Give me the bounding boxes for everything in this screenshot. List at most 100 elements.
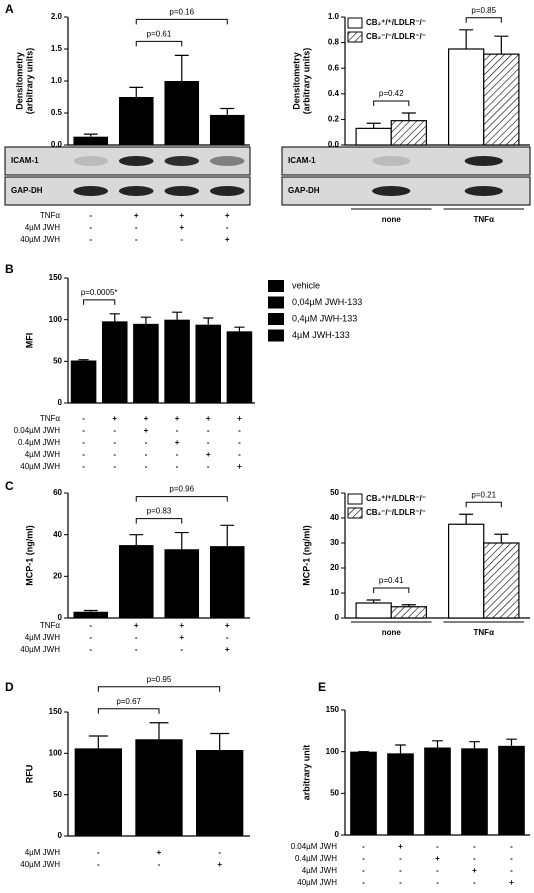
error-bar xyxy=(210,732,230,751)
condition-label: 4µM JWH xyxy=(25,633,60,642)
condition-sign: - xyxy=(89,621,92,630)
bar xyxy=(164,81,200,145)
condition-sign: - xyxy=(207,462,210,471)
legend-label: CB₂⁻/⁻/LDLR⁻/⁻ xyxy=(366,32,426,41)
condition-sign: - xyxy=(473,842,476,851)
condition-sign: - xyxy=(135,645,138,654)
condition-sign: - xyxy=(82,438,85,447)
error-bar xyxy=(149,722,169,740)
error-bar xyxy=(78,359,89,361)
condition-sign: + xyxy=(134,621,139,630)
annotation: p=0.16 xyxy=(169,8,194,17)
panel-letter: C xyxy=(5,479,14,493)
condition-sign: - xyxy=(113,426,116,435)
condition-sign: + xyxy=(237,462,242,471)
error-bar xyxy=(401,604,416,607)
legend-swatch xyxy=(347,31,363,43)
y-tick-label: 150 xyxy=(326,705,340,714)
condition-label: 0.04µM JWH xyxy=(291,842,338,851)
condition-sign: - xyxy=(145,450,148,459)
error-bar xyxy=(494,533,509,543)
x-tick-label: none xyxy=(382,215,402,224)
error-bar xyxy=(140,316,152,324)
legend-label: 0,4µM JWH-133 xyxy=(292,313,357,323)
condition-label: 0.04µM JWH xyxy=(14,426,61,435)
blot-label: ICAM-1 xyxy=(11,156,39,165)
y-axis-label: Densitometry xyxy=(291,52,301,110)
condition-sign: - xyxy=(89,211,92,220)
y-axis-label: MCP-1 (ng/ml) xyxy=(301,525,311,586)
y-axis-label: (arbitrary units) xyxy=(24,48,34,115)
condition-label: 40µM JWH xyxy=(297,878,337,887)
legend-swatch xyxy=(268,313,284,325)
condition-sign: - xyxy=(207,426,210,435)
condition-sign: - xyxy=(145,438,148,447)
condition-sign: + xyxy=(179,621,184,630)
y-tick-label: 150 xyxy=(49,707,63,716)
blot-band xyxy=(118,186,154,196)
y-tick-label: 50 xyxy=(53,356,62,365)
bar xyxy=(424,747,451,835)
bracket xyxy=(373,587,410,593)
bracket xyxy=(135,496,228,502)
bracket xyxy=(97,708,160,714)
condition-sign: - xyxy=(362,854,365,863)
annotation: p=0.96 xyxy=(169,485,194,494)
y-tick-label: 20 xyxy=(330,563,339,572)
condition-sign: - xyxy=(226,223,229,232)
y-tick-label: 0.5 xyxy=(51,108,63,117)
blot-label: ICAM-1 xyxy=(288,156,316,165)
error-bar xyxy=(506,738,517,746)
condition-sign: + xyxy=(179,633,184,642)
y-tick-label: 50 xyxy=(53,790,62,799)
error-bar xyxy=(174,54,189,81)
condition-sign: - xyxy=(362,878,365,887)
condition-sign: + xyxy=(144,426,149,435)
annotation: p=0.61 xyxy=(147,30,172,39)
error-bar xyxy=(129,86,144,97)
condition-sign: - xyxy=(82,426,85,435)
y-tick-label: 40 xyxy=(330,513,339,522)
condition-sign: - xyxy=(238,426,241,435)
bar xyxy=(387,753,414,835)
condition-sign: - xyxy=(510,866,513,875)
legend-swatch xyxy=(268,296,284,309)
condition-sign: - xyxy=(436,878,439,887)
blot-band xyxy=(209,156,245,166)
y-tick-label: 0 xyxy=(58,613,63,622)
y-tick-label: 1.5 xyxy=(51,44,63,53)
bar xyxy=(390,606,428,619)
condition-sign: - xyxy=(436,866,439,875)
condition-sign: - xyxy=(82,414,85,423)
condition-sign: - xyxy=(82,462,85,471)
bar xyxy=(70,360,97,403)
condition-sign: - xyxy=(473,878,476,887)
condition-sign: + xyxy=(144,414,149,423)
condition-sign: - xyxy=(89,223,92,232)
y-axis-label: MFI xyxy=(24,333,34,349)
blot-label: GAP-DH xyxy=(11,186,43,195)
y-axis-label: MCP-1 (ng/ml) xyxy=(24,525,34,586)
condition-sign: - xyxy=(113,462,116,471)
y-tick-label: 1.0 xyxy=(51,76,63,85)
condition-sign: + xyxy=(179,211,184,220)
blot-band xyxy=(73,156,109,166)
y-axis-label: (arbitrary units) xyxy=(301,48,311,115)
condition-sign: + xyxy=(225,645,230,654)
bracket xyxy=(465,501,502,508)
condition-sign: + xyxy=(134,211,139,220)
x-tick-label: TNFα xyxy=(474,628,495,637)
bar xyxy=(209,114,245,145)
bar xyxy=(209,546,245,618)
bar xyxy=(101,321,128,403)
x-tick-label: none xyxy=(382,628,402,637)
y-tick-label: 10 xyxy=(330,588,339,597)
error-bar xyxy=(83,609,98,612)
condition-sign: + xyxy=(237,414,242,423)
condition-sign: - xyxy=(97,848,100,857)
y-tick-label: 0.0 xyxy=(328,140,340,149)
bar xyxy=(133,323,159,403)
annotation: p=0.85 xyxy=(471,6,496,15)
bar xyxy=(448,523,485,619)
error-bar xyxy=(220,107,235,115)
